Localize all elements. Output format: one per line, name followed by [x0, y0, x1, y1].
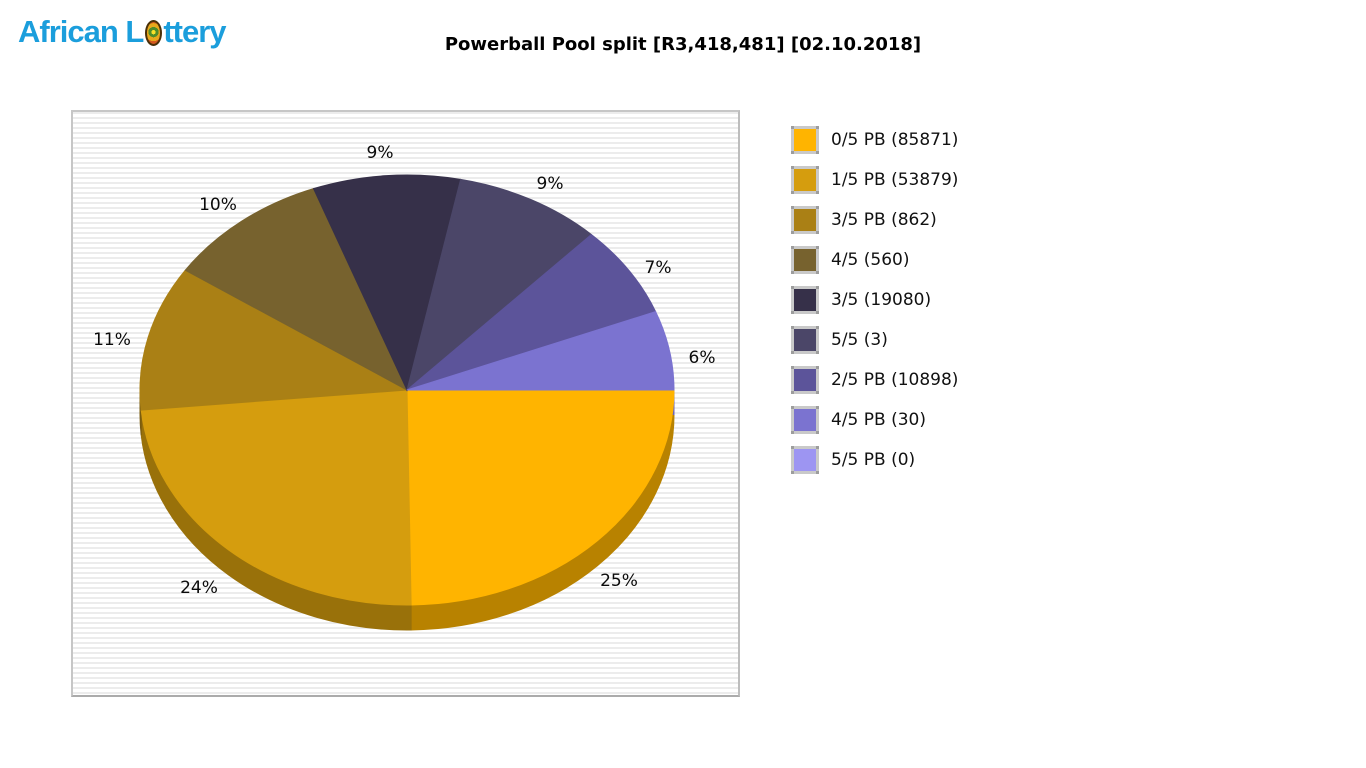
chart-plot-area: 25% 24% 11% 10% 9% 9% 7% 6%	[71, 110, 740, 697]
pie-slice	[139, 269, 409, 411]
chart-title: Powerball Pool split [R3,418,481] [02.10…	[444, 34, 922, 55]
legend-row: 4/5 PB (30)	[791, 406, 958, 434]
legend-row: 3/5 (19080)	[791, 286, 958, 314]
legend-label: 5/5 (3)	[831, 330, 888, 350]
legend-swatch	[791, 446, 819, 474]
legend-row: 0/5 PB (85871)	[791, 126, 958, 154]
legend-swatch	[791, 246, 819, 274]
pie-slice	[406, 389, 675, 606]
legend-row: 4/5 (560)	[791, 246, 958, 274]
legend-row: 1/5 PB (53879)	[791, 166, 958, 194]
pie-slice	[184, 188, 409, 392]
pie-slice	[406, 178, 593, 392]
legend-row: 3/5 PB (862)	[791, 206, 958, 234]
legend-label: 4/5 PB (30)	[831, 410, 926, 430]
brand-logo[interactable]: African L ttery	[18, 14, 227, 50]
pie-chart: 25% 24% 11% 10% 9% 9% 7% 6%	[93, 143, 716, 631]
pie-slice	[406, 233, 657, 391]
legend-swatch	[791, 286, 819, 314]
legend-label: 3/5 PB (862)	[831, 210, 937, 230]
pie-slice	[406, 310, 675, 391]
brand-name-part1: African L	[18, 14, 144, 49]
legend-label: 4/5 (560)	[831, 250, 910, 270]
pie-slice-label: 11%	[93, 330, 131, 350]
chart-legend: 0/5 PB (85871) 1/5 PB (53879) 3/5 PB (862)…	[791, 126, 958, 474]
legend-swatch	[791, 206, 819, 234]
legend-label: 2/5 PB (10898)	[831, 370, 959, 390]
legend-swatch	[791, 406, 819, 434]
legend-swatch	[791, 126, 819, 154]
pie-slice-label: 9%	[537, 174, 564, 194]
legend-swatch	[791, 166, 819, 194]
legend-row: 5/5 PB (0)	[791, 446, 958, 474]
legend-label: 0/5 PB (85871)	[831, 130, 959, 150]
pie-slice	[312, 174, 462, 392]
pie-slice-label: 6%	[689, 348, 716, 368]
pie-slice-label: 10%	[199, 195, 237, 215]
legend-label: 3/5 (19080)	[831, 290, 932, 310]
pie-slice-label: 25%	[600, 571, 638, 591]
pie-slice-label: 9%	[367, 143, 394, 163]
legend-swatch	[791, 326, 819, 354]
lottery-ball-icon	[145, 20, 163, 46]
legend-label: 1/5 PB (53879)	[831, 170, 959, 190]
pie-slice	[140, 389, 412, 606]
pie-slice-label: 7%	[645, 258, 672, 278]
legend-row: 5/5 (3)	[791, 326, 958, 354]
legend-row: 2/5 PB (10898)	[791, 366, 958, 394]
legend-swatch	[791, 366, 819, 394]
brand-name-part2: ttery	[163, 14, 226, 49]
pie-slice-label: 24%	[180, 578, 218, 598]
legend-label: 5/5 PB (0)	[831, 450, 916, 470]
